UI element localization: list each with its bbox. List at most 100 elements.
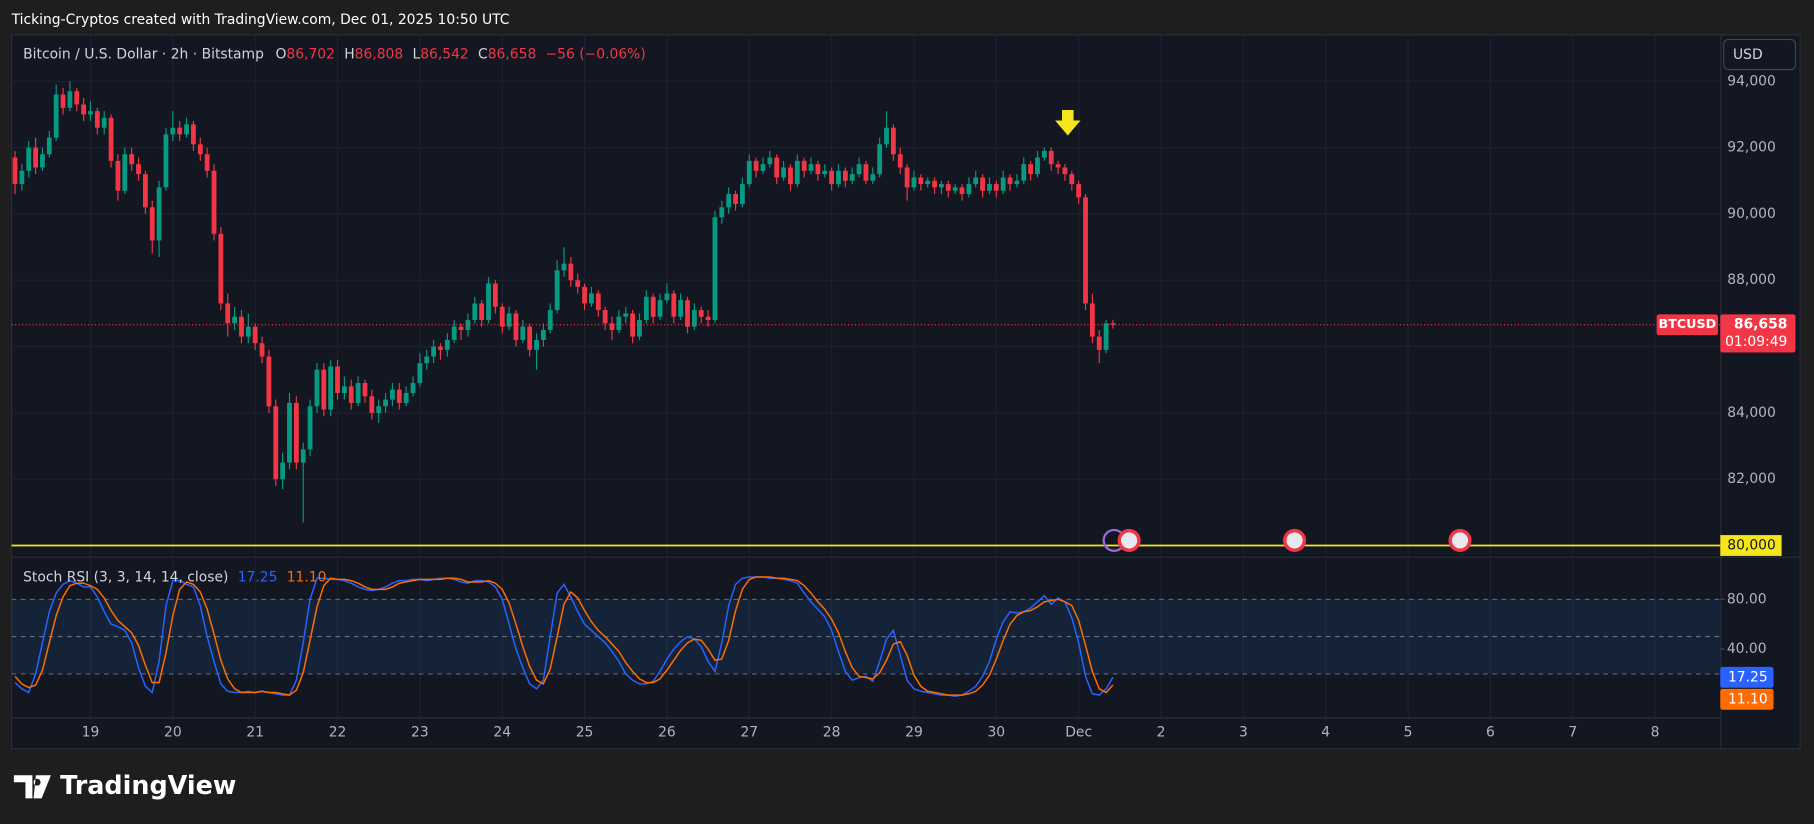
candle-body (884, 127, 889, 145)
x-tick-label: 7 (1568, 724, 1577, 740)
candle-body (218, 233, 224, 304)
candle-body (712, 217, 718, 321)
candle-body (698, 310, 704, 317)
candle-body (129, 154, 135, 165)
candle-body (300, 449, 306, 463)
last-value-box (1720, 688, 1774, 710)
candle-body (918, 177, 924, 185)
stoch-line (14, 576, 1114, 696)
candle-body (108, 117, 114, 161)
candle-body (232, 316, 237, 324)
y-tick-label: 40.00 (1727, 641, 1767, 657)
symbol-tag: BTCUSD (1658, 316, 1716, 331)
candle-body (993, 184, 999, 191)
candle-body (486, 283, 491, 321)
stoch-line (14, 576, 1114, 698)
candle-body (863, 164, 869, 181)
legend: Bitcoin / U.S. Dollar · 2h · Bitstamp O86… (23, 47, 646, 63)
y-tick-label: 84,000 (1727, 405, 1776, 421)
candle-body (1014, 180, 1020, 185)
candle-body (383, 399, 388, 407)
candle-body (623, 313, 629, 317)
candle-body (26, 147, 32, 171)
candle-body (479, 303, 485, 321)
candle-body (540, 329, 546, 340)
candle-body (170, 127, 176, 135)
candle-body (1062, 167, 1068, 175)
candle-body (403, 392, 409, 403)
candle-body (1007, 177, 1013, 185)
candle-body (444, 339, 450, 350)
candle-body (396, 389, 402, 403)
candle-body (911, 177, 917, 188)
legend-field-key: O (275, 47, 286, 63)
candle-body (705, 316, 711, 321)
candle-body (136, 164, 141, 175)
candle-body (602, 310, 608, 324)
candle-body (53, 94, 59, 138)
candle-body (1000, 177, 1006, 191)
candle-body (259, 343, 265, 357)
candle-body (767, 157, 773, 165)
candle-body (547, 310, 553, 330)
countdown: 01:09:49 (1725, 334, 1787, 350)
candle-body (582, 286, 587, 304)
candle-body (60, 94, 66, 108)
candle-body (307, 406, 313, 450)
candle-body (177, 127, 183, 135)
event-icons (1102, 528, 1472, 552)
y-tick-label: 90,000 (1727, 206, 1776, 222)
indicator-value: 11.10 (287, 569, 327, 585)
candle-body (156, 187, 162, 241)
candle-body (939, 184, 944, 188)
candle-body (691, 310, 697, 327)
candle-body (815, 164, 821, 175)
currency-label[interactable]: USD (1733, 47, 1763, 63)
x-tick-label: 5 (1404, 724, 1413, 740)
candle-body (740, 184, 745, 204)
candle-body (94, 111, 100, 128)
candle-body (1041, 150, 1047, 158)
legend-change: −56 (−0.06%) (546, 47, 646, 63)
candle-body (451, 326, 457, 340)
candle-body (225, 303, 231, 324)
candle-body (760, 164, 766, 171)
candle-body (870, 174, 876, 181)
legend-field-value: 86,542 (420, 47, 469, 63)
legend-field-key: C (478, 47, 488, 63)
price-tag-box (1720, 314, 1796, 353)
candle-body (650, 296, 656, 317)
candle-body (33, 147, 38, 168)
legend-field-key: L (412, 47, 420, 63)
event-flag (1286, 532, 1303, 549)
candle-body (81, 104, 87, 115)
candle-body (1083, 197, 1088, 304)
candle-body (252, 326, 258, 344)
candle-body (849, 174, 855, 181)
candle-body (458, 326, 464, 330)
candle-body (492, 283, 498, 307)
candle-body (266, 356, 272, 407)
candle-body (890, 127, 896, 155)
candle-body (376, 406, 382, 413)
x-tick-label: 21 (246, 724, 264, 740)
candle-body (184, 124, 189, 135)
candle-body (726, 194, 732, 208)
header: Ticking-Cryptos created with TradingView… (11, 12, 510, 28)
candle-body (472, 303, 478, 321)
x-tick-label: Dec (1065, 724, 1092, 740)
y-tick-label: 88,000 (1727, 272, 1776, 288)
candle-body (499, 306, 505, 327)
x-tick-label: 27 (740, 724, 758, 740)
candle-body (657, 300, 663, 317)
currency-button[interactable] (1723, 38, 1797, 71)
y-tick-label: 82,000 (1727, 471, 1776, 487)
price-tag: 86,658 (1734, 317, 1788, 333)
candle-body (637, 320, 642, 337)
candle-body (788, 167, 793, 185)
candle-body (163, 134, 169, 188)
candle-body (204, 154, 210, 171)
candle-body (973, 177, 979, 185)
candle-body (980, 177, 985, 191)
candle-body (12, 157, 18, 185)
